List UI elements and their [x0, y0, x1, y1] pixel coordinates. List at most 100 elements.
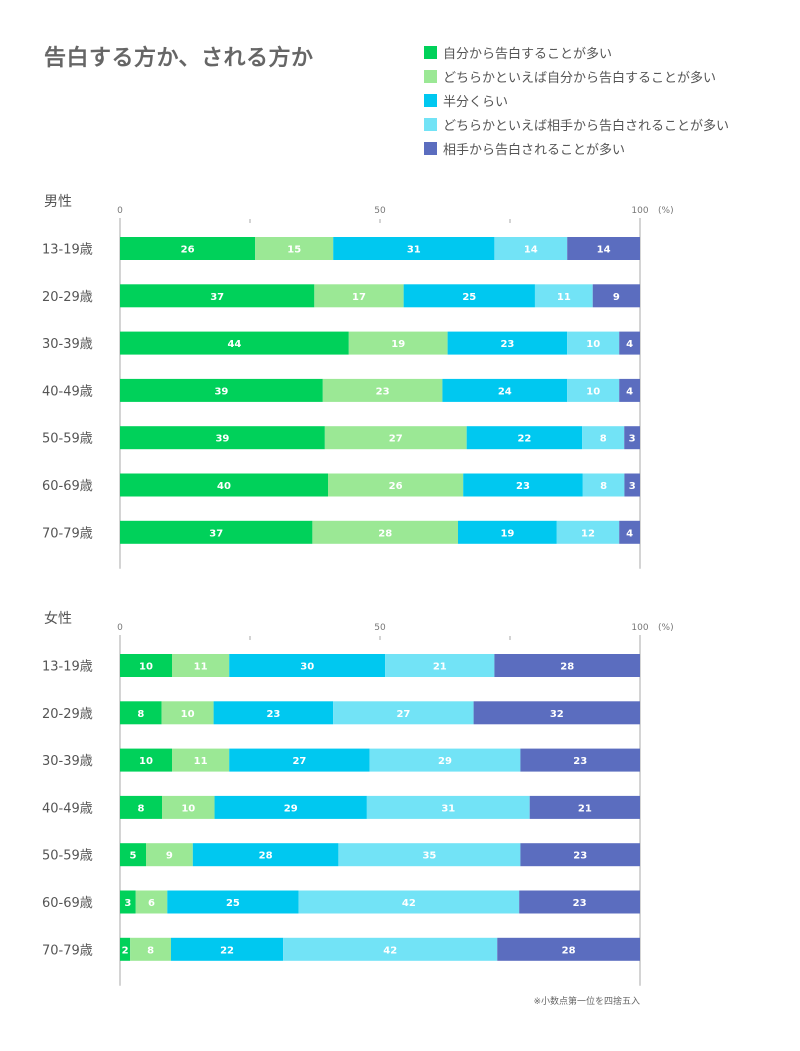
data-label: 37 [209, 528, 223, 539]
bar-segment [592, 284, 640, 308]
data-label: 19 [500, 528, 514, 539]
legend-label: どちらかといえば相手から告白されることが多い [443, 118, 730, 134]
data-label: 10 [586, 339, 600, 350]
data-label: 37 [210, 292, 224, 303]
category-label: 70-79歳 [42, 526, 93, 541]
bar-segment [369, 748, 521, 772]
bar-segment [333, 237, 495, 260]
data-label: 14 [597, 245, 611, 256]
data-label: 6 [148, 898, 155, 909]
bar-segment [170, 937, 284, 961]
data-label: 9 [613, 292, 620, 303]
data-label: 25 [226, 898, 240, 909]
data-label: 8 [137, 709, 144, 720]
bar-segment [120, 426, 325, 450]
bar-segment [624, 473, 640, 497]
bar-segment [298, 890, 520, 914]
bar-segment [120, 473, 328, 497]
data-label: 23 [573, 756, 587, 767]
legend-label: 自分から告白することが多い [443, 46, 613, 62]
data-label: 8 [138, 803, 145, 814]
data-label: 21 [578, 803, 592, 814]
bar-segment [120, 331, 349, 355]
data-label: 23 [500, 339, 514, 350]
bar-segment [322, 378, 443, 402]
data-label: 3 [629, 481, 636, 492]
bar-segment [582, 426, 625, 450]
data-label: 42 [402, 898, 416, 909]
data-label: 24 [498, 386, 512, 397]
legend-item: 半分くらい [424, 88, 729, 112]
bar-segment [497, 937, 640, 961]
data-label: 11 [557, 292, 571, 303]
bar-segment [120, 795, 163, 819]
bar-segment [229, 654, 386, 677]
category-label: 50-59歳 [42, 432, 93, 447]
bar-segment [338, 843, 521, 867]
data-label: 4 [626, 386, 633, 397]
chart-title: 告白する方か、される方か [44, 46, 314, 71]
data-label: 23 [266, 709, 280, 720]
legend-swatch [424, 69, 437, 83]
data-label: 29 [438, 756, 452, 767]
data-label: 28 [562, 945, 576, 956]
data-label: 14 [524, 245, 538, 256]
bar-segment [255, 237, 334, 260]
data-label: 27 [396, 709, 410, 720]
bar-segment [162, 795, 215, 819]
data-label: 27 [389, 434, 403, 445]
bar-segment [146, 843, 193, 867]
bar-segment [567, 331, 620, 355]
data-label: 30 [300, 662, 314, 673]
data-label: 8 [600, 481, 607, 492]
data-label: 26 [181, 245, 195, 256]
bar-segment [130, 937, 171, 961]
section-title: 女性 [44, 610, 72, 627]
bar-segment [312, 520, 458, 544]
bar-segment [172, 748, 230, 772]
data-label: 9 [166, 851, 173, 862]
legend: 自分から告白することが多い どちらかといえば自分から告白することが多い 半分くら… [424, 40, 729, 160]
bar-segment [442, 378, 568, 402]
bar-segment [120, 284, 315, 308]
data-label: 28 [378, 528, 392, 539]
bar-segment [458, 520, 557, 544]
bar-segment [192, 843, 339, 867]
data-label: 12 [581, 528, 595, 539]
bar-segment [213, 701, 334, 725]
data-label: 19 [391, 339, 405, 350]
data-label: 5 [130, 851, 137, 862]
data-label: 44 [227, 339, 241, 350]
x-tick-label: 50 [374, 623, 386, 633]
legend-item: 相手から告白されることが多い [424, 136, 729, 160]
legend-label: どちらかといえば自分から告白することが多い [443, 70, 717, 86]
x-tick-label: 0 [117, 623, 123, 633]
bar-segment [120, 654, 172, 677]
bar-segment [567, 378, 620, 402]
x-tick-label: 100 [631, 623, 648, 633]
bar-segment [529, 795, 640, 819]
data-label: 4 [626, 528, 633, 539]
data-label: 17 [352, 292, 366, 303]
legend-swatch [424, 141, 437, 155]
bar-segment [619, 378, 640, 402]
data-label: 21 [433, 662, 447, 673]
bar-segment [520, 843, 640, 867]
bar-segment [120, 937, 131, 961]
bar-segment [135, 890, 168, 914]
bar-segment [619, 331, 640, 355]
bar-segment [556, 520, 620, 544]
data-label: 39 [215, 434, 229, 445]
bar-segment [120, 890, 136, 914]
bar-segment [172, 654, 230, 677]
data-label: 10 [586, 386, 600, 397]
bar-segment [520, 748, 640, 772]
category-label: 30-39歳 [42, 337, 93, 352]
data-label: 28 [259, 851, 273, 862]
bar-segment [567, 237, 640, 260]
category-label: 40-49歳 [42, 801, 93, 816]
bar-segment [167, 890, 299, 914]
data-label: 39 [214, 386, 228, 397]
data-label: 32 [550, 709, 564, 720]
